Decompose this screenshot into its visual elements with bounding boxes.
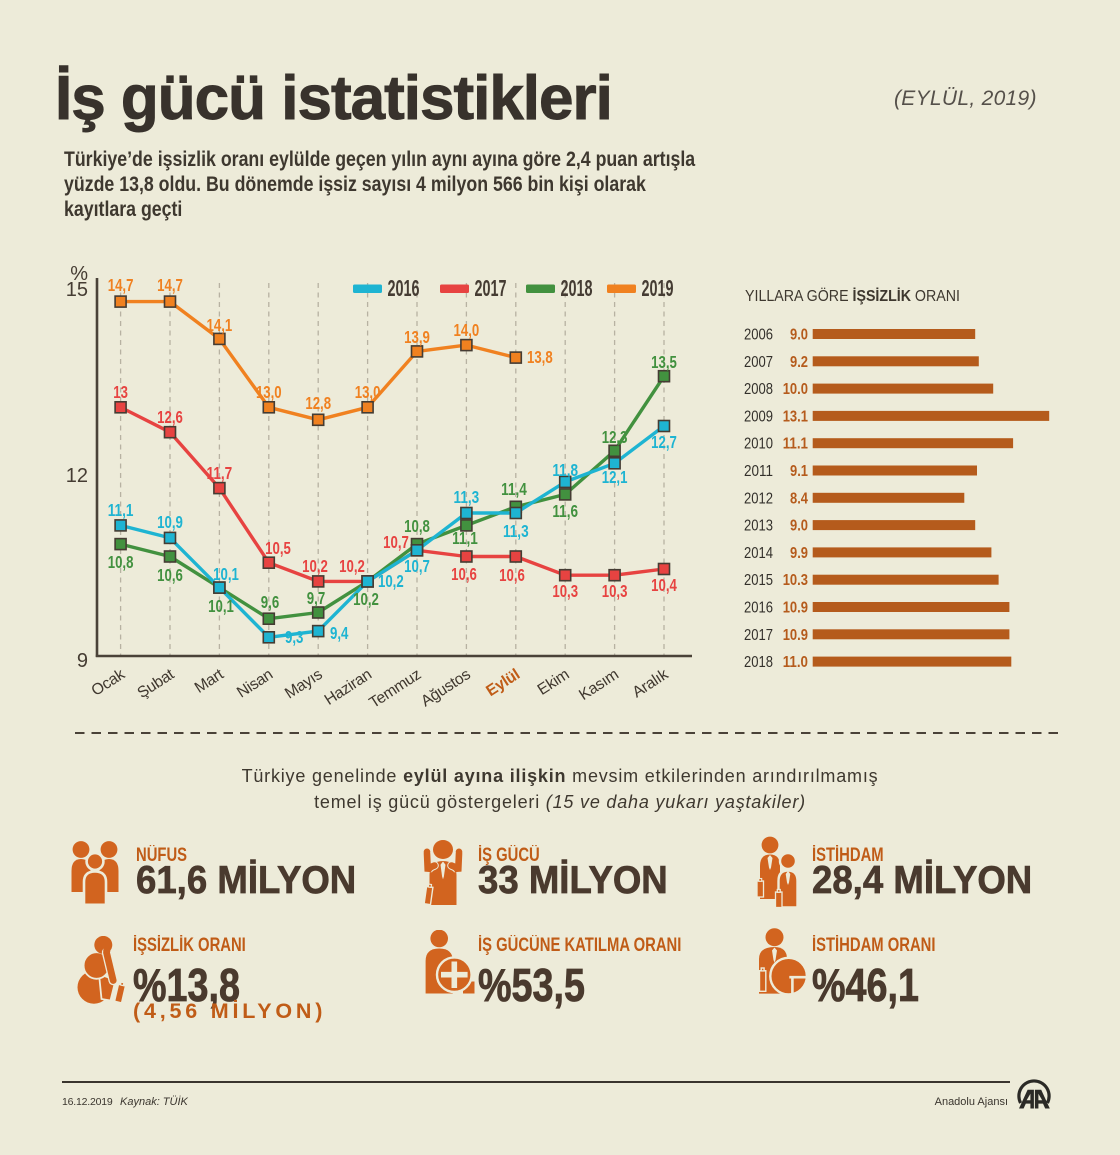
svg-text:14,7: 14,7 — [108, 275, 134, 295]
svg-text:15: 15 — [66, 279, 88, 301]
svg-text:10,9: 10,9 — [157, 512, 183, 532]
svg-text:11,3: 11,3 — [454, 487, 480, 507]
svg-text:11,6: 11,6 — [552, 501, 578, 521]
svg-text:13,9: 13,9 — [404, 327, 430, 347]
svg-text:10.9: 10.9 — [783, 600, 808, 617]
svg-text:Haziran: Haziran — [322, 666, 375, 709]
svg-text:10,7: 10,7 — [404, 556, 430, 576]
svg-text:10,8: 10,8 — [108, 552, 134, 572]
svg-text:10,3: 10,3 — [602, 581, 628, 601]
svg-text:10,2: 10,2 — [378, 571, 404, 591]
svg-text:11.1: 11.1 — [783, 436, 808, 453]
svg-text:10.3: 10.3 — [783, 572, 808, 589]
svg-text:10.0: 10.0 — [783, 381, 808, 398]
svg-text:2016: 2016 — [744, 600, 773, 617]
svg-text:10,5: 10,5 — [265, 538, 291, 558]
svg-text:Eylül: Eylül — [483, 666, 523, 700]
svg-text:2007: 2007 — [744, 354, 773, 371]
svg-text:11,8: 11,8 — [552, 460, 578, 480]
svg-text:12,1: 12,1 — [602, 467, 628, 487]
svg-text:12,6: 12,6 — [157, 407, 183, 427]
svg-text:11,3: 11,3 — [503, 521, 529, 541]
svg-text:11,4: 11,4 — [501, 479, 527, 499]
svg-text:2009: 2009 — [744, 408, 773, 425]
svg-text:%: % — [70, 263, 88, 285]
svg-text:Şubat: Şubat — [135, 666, 178, 702]
svg-text:10,1: 10,1 — [213, 564, 239, 584]
svg-text:Ocak: Ocak — [89, 666, 129, 700]
svg-text:10,2: 10,2 — [302, 556, 328, 576]
svg-text:2008: 2008 — [744, 381, 773, 398]
svg-text:10,6: 10,6 — [451, 564, 477, 584]
svg-text:2014: 2014 — [744, 545, 773, 562]
svg-text:9.0: 9.0 — [790, 327, 808, 344]
svg-text:2017: 2017 — [475, 275, 507, 301]
svg-text:10,2: 10,2 — [353, 589, 379, 609]
svg-text:Temmuz: Temmuz — [366, 666, 424, 712]
svg-text:9,3: 9,3 — [285, 627, 304, 647]
svg-text:10,8: 10,8 — [404, 516, 430, 536]
svg-text:12,3: 12,3 — [602, 427, 628, 447]
svg-text:13,0: 13,0 — [355, 382, 381, 402]
svg-text:13,5: 13,5 — [651, 352, 677, 372]
svg-text:9.0: 9.0 — [790, 518, 808, 535]
svg-text:10,6: 10,6 — [157, 565, 183, 585]
svg-text:YILLARA GÖRE İŞSİZLİK ORANI: YILLARA GÖRE İŞSİZLİK ORANI — [745, 287, 960, 305]
svg-text:14,7: 14,7 — [157, 275, 183, 295]
svg-text:Kasım: Kasım — [576, 666, 622, 704]
svg-text:2006: 2006 — [744, 327, 773, 344]
svg-text:10,3: 10,3 — [552, 581, 578, 601]
svg-text:9.9: 9.9 — [790, 545, 808, 562]
svg-text:2012: 2012 — [744, 490, 773, 507]
svg-text:9,6: 9,6 — [261, 592, 280, 612]
svg-text:2018: 2018 — [561, 275, 593, 301]
svg-text:9,4: 9,4 — [330, 623, 349, 643]
svg-text:13.1: 13.1 — [783, 408, 808, 425]
svg-text:9: 9 — [77, 650, 88, 672]
svg-text:14,0: 14,0 — [454, 320, 480, 340]
svg-text:12: 12 — [66, 465, 88, 487]
svg-text:11.0: 11.0 — [783, 654, 808, 671]
svg-text:10,6: 10,6 — [499, 565, 525, 585]
svg-text:Nisan: Nisan — [234, 666, 276, 701]
svg-text:10.9: 10.9 — [783, 627, 808, 644]
svg-text:Ekim: Ekim — [535, 666, 573, 699]
svg-text:11,1: 11,1 — [452, 528, 478, 548]
svg-text:9.1: 9.1 — [790, 463, 808, 480]
svg-text:13: 13 — [113, 382, 128, 402]
svg-text:2019: 2019 — [642, 275, 674, 301]
svg-text:Mart: Mart — [192, 666, 228, 697]
svg-text:Ağustos: Ağustos — [418, 666, 474, 710]
svg-text:10,2: 10,2 — [339, 556, 365, 576]
svg-text:10,4: 10,4 — [651, 575, 677, 595]
svg-text:13,0: 13,0 — [256, 382, 282, 402]
svg-text:9.2: 9.2 — [790, 354, 808, 371]
svg-text:12,7: 12,7 — [651, 432, 677, 452]
svg-text:11,7: 11,7 — [207, 463, 233, 483]
svg-text:10,7: 10,7 — [383, 532, 409, 552]
svg-text:2011: 2011 — [744, 463, 773, 480]
svg-text:8.4: 8.4 — [790, 490, 808, 507]
svg-text:2016: 2016 — [388, 275, 420, 301]
svg-text:11,1: 11,1 — [108, 500, 134, 520]
svg-text:9,7: 9,7 — [307, 588, 325, 608]
svg-text:Mayıs: Mayıs — [282, 666, 326, 703]
svg-text:2017: 2017 — [744, 627, 773, 644]
svg-text:10,1: 10,1 — [208, 596, 234, 616]
svg-text:2010: 2010 — [744, 436, 773, 453]
svg-text:2015: 2015 — [744, 572, 773, 589]
svg-text:2018: 2018 — [744, 654, 773, 671]
svg-text:2013: 2013 — [744, 518, 773, 535]
svg-text:Aralık: Aralık — [630, 666, 672, 701]
svg-text:14,1: 14,1 — [207, 315, 233, 335]
svg-text:13,8: 13,8 — [527, 347, 553, 367]
svg-text:12,8: 12,8 — [305, 393, 331, 413]
